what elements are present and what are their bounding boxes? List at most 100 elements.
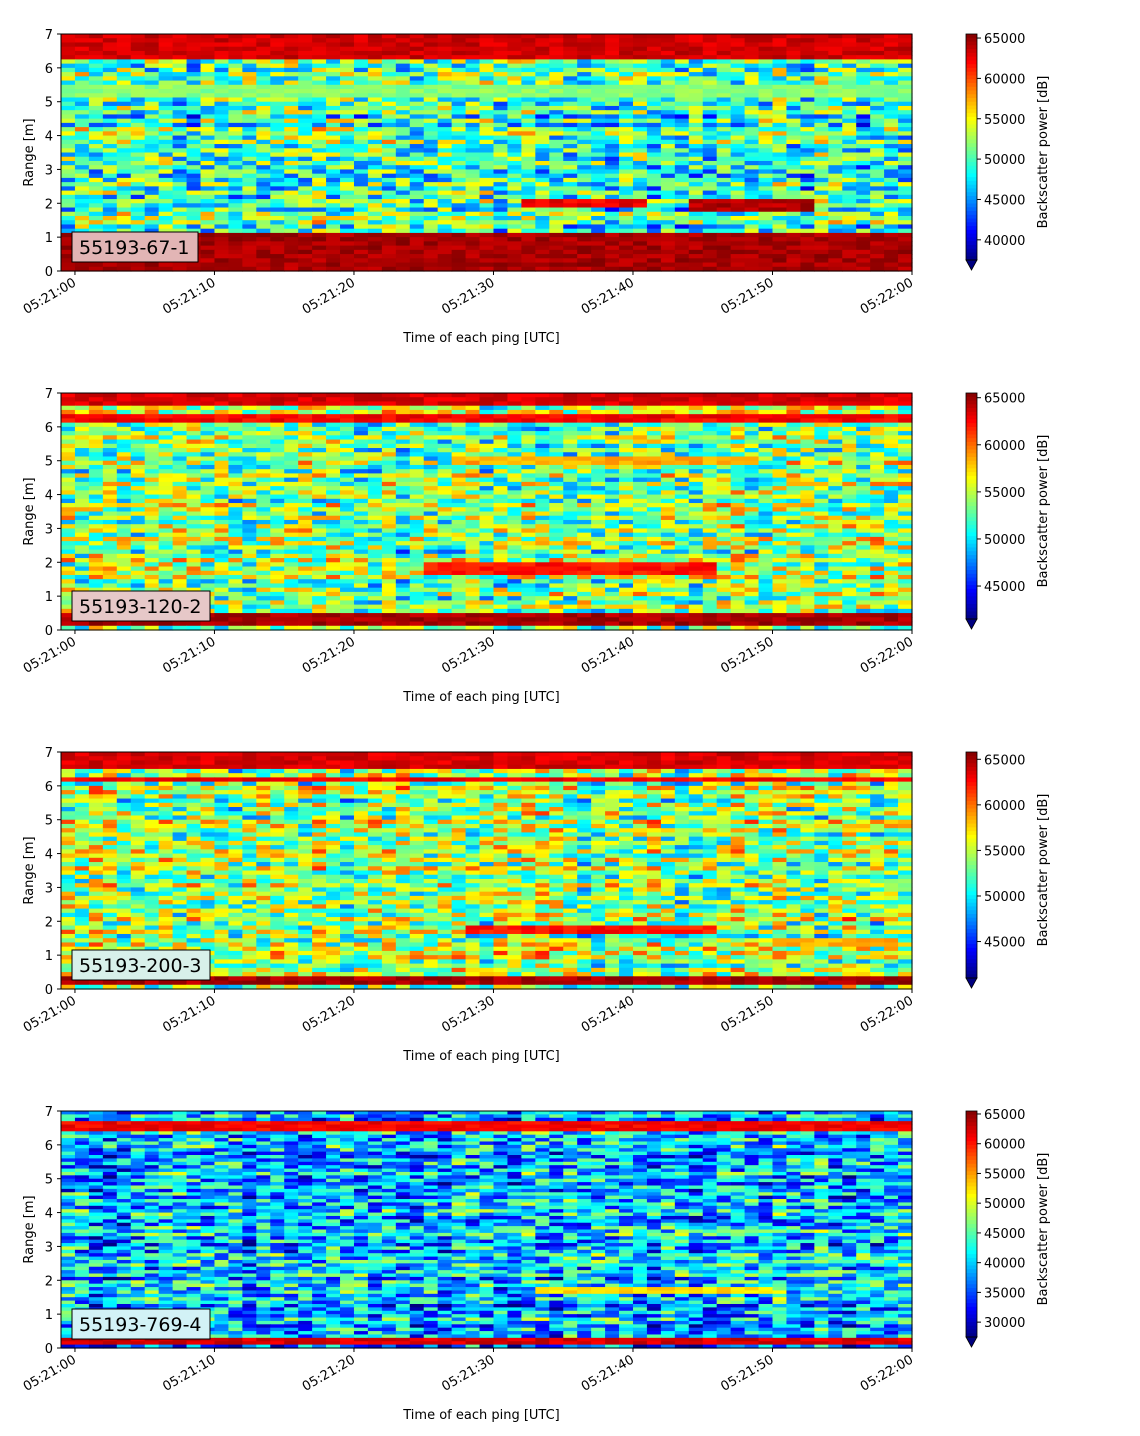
heatmap-cell (326, 409, 341, 415)
heatmap-cell (898, 55, 913, 60)
heatmap-cell (730, 469, 746, 475)
heatmap-cell (563, 414, 578, 419)
heatmap-cell (493, 473, 509, 479)
heatmap-cell (437, 165, 453, 171)
heatmap-cell (758, 46, 774, 52)
heatmap-cell (186, 84, 202, 90)
colorbar-segment (966, 207, 977, 212)
heatmap-cell (660, 460, 676, 466)
heatmap-cell (646, 144, 662, 149)
heatmap-cell (884, 84, 899, 90)
heatmap-cell (256, 84, 271, 90)
heatmap-cell (870, 46, 885, 52)
heatmap-cell (116, 452, 132, 458)
heatmap-cell (632, 431, 648, 436)
heatmap-cell (507, 55, 522, 60)
heatmap-cell (228, 42, 243, 48)
heatmap-cell (619, 414, 634, 419)
heatmap-cell (367, 245, 383, 251)
heatmap-cell (772, 443, 788, 449)
heatmap-cell (786, 139, 801, 145)
heatmap-cell (395, 435, 411, 441)
colorbar-segment (966, 233, 977, 238)
heatmap-cell (186, 401, 202, 407)
heatmap-cell (61, 245, 76, 251)
heatmap-cell (423, 127, 439, 132)
heatmap-cell (451, 393, 467, 398)
heatmap-cell (884, 46, 899, 52)
heatmap-cell (479, 409, 495, 415)
heatmap-cell (507, 59, 522, 65)
heatmap-cell (884, 237, 899, 242)
heatmap-cell (130, 186, 146, 192)
heatmap-cell (842, 97, 857, 103)
heatmap-cell (130, 228, 146, 234)
heatmap-cell (367, 220, 383, 226)
heatmap-cell (674, 97, 690, 103)
heatmap-cell (688, 448, 704, 453)
heatmap-cell (312, 490, 327, 496)
heatmap-cell (451, 409, 467, 415)
heatmap-cell (242, 97, 257, 103)
heatmap-cell (423, 169, 439, 175)
heatmap-cell (563, 220, 578, 226)
heatmap-cell (465, 127, 481, 132)
heatmap-cell (102, 443, 118, 449)
heatmap-cell (465, 439, 481, 445)
heatmap-cell (353, 266, 369, 272)
heatmap-cell (298, 456, 313, 462)
heatmap-cell (409, 84, 425, 90)
heatmap-cell (605, 431, 620, 436)
heatmap-cell (172, 84, 188, 90)
heatmap-cell (632, 63, 648, 69)
heatmap-cell (465, 72, 481, 77)
heatmap-cell (842, 38, 857, 44)
heatmap-cell (270, 63, 285, 69)
heatmap-cell (61, 215, 76, 221)
heatmap-cell (563, 397, 578, 403)
heatmap-cell (898, 152, 913, 158)
heatmap-cell (591, 266, 606, 272)
heatmap-cell (423, 456, 439, 462)
heatmap-cell (856, 393, 871, 398)
heatmap-cell (381, 401, 397, 407)
heatmap-cell (758, 165, 774, 171)
heatmap-cell (298, 439, 313, 445)
heatmap-cell (730, 481, 746, 487)
heatmap-cell (465, 469, 481, 475)
heatmap-cell (102, 211, 118, 217)
heatmap-cell (242, 118, 257, 124)
heatmap-cell (479, 405, 495, 411)
heatmap-cell (856, 93, 871, 99)
heatmap-cell (730, 101, 746, 107)
heatmap-cell (437, 63, 453, 69)
heatmap-cell (730, 448, 746, 453)
heatmap-cell (856, 228, 871, 234)
heatmap-cell (856, 211, 871, 217)
heatmap-cell (465, 266, 481, 272)
heatmap-cell (772, 401, 788, 407)
heatmap-cell (507, 76, 522, 82)
heatmap-cell (409, 224, 425, 230)
heatmap-cell (367, 232, 383, 238)
heatmap-cell (493, 422, 509, 428)
heatmap-cell (158, 211, 174, 217)
heatmap-cell (395, 469, 411, 475)
heatmap-cell (395, 258, 411, 264)
heatmap-cell (409, 207, 425, 213)
heatmap-cell (619, 84, 634, 90)
heatmap-cell (632, 139, 648, 145)
heatmap-cell (228, 72, 243, 77)
heatmap-cell (270, 443, 285, 449)
heatmap-cell (88, 38, 104, 44)
heatmap-cell (870, 486, 885, 491)
heatmap-cell (172, 135, 188, 141)
heatmap-cell (116, 177, 132, 183)
heatmap-cell (646, 207, 662, 213)
heatmap-cell (716, 131, 732, 137)
heatmap-cell (228, 199, 243, 204)
heatmap-cell (298, 152, 313, 158)
heatmap-cell (130, 190, 146, 196)
heatmap-cell (758, 84, 774, 90)
heatmap-cell (744, 34, 760, 39)
